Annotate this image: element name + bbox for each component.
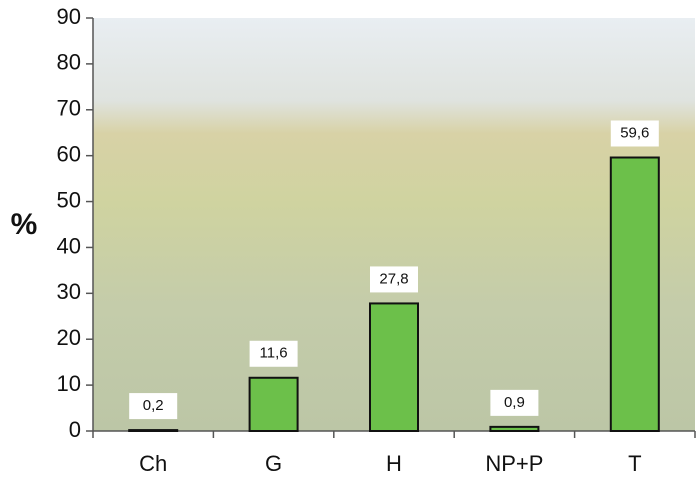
value-label-box	[370, 266, 418, 293]
value-label: 27,8	[379, 270, 408, 287]
x-tick-label: NP+P	[485, 451, 543, 476]
y-tick-label: 30	[57, 279, 81, 304]
y-tick-label: 80	[57, 50, 81, 75]
value-label: 59,6	[620, 124, 649, 141]
bar	[128, 429, 179, 432]
value-label: 0,9	[504, 394, 525, 411]
y-tick-label: 10	[57, 371, 81, 396]
value-label: 0,2	[143, 397, 164, 414]
y-tick-label: 0	[69, 417, 81, 442]
bar	[248, 376, 299, 432]
x-tick-label: G	[265, 451, 282, 476]
bar	[489, 425, 540, 432]
y-tick-label: 60	[57, 141, 81, 166]
y-tick-label: 90	[57, 4, 81, 29]
bar	[609, 156, 660, 432]
value-label-box	[129, 393, 178, 420]
value-label-box	[610, 120, 659, 147]
x-tick-label: H	[386, 451, 402, 476]
value-label-box	[490, 389, 539, 416]
value-label-box	[249, 340, 298, 367]
y-tick-label: 70	[57, 96, 81, 121]
x-tick-label: Ch	[139, 451, 167, 476]
x-tick-label: T	[628, 451, 641, 476]
value-label: 11,6	[260, 345, 288, 362]
y-tick-label: 40	[57, 233, 81, 258]
bar	[369, 302, 419, 433]
y-tick-label: 20	[57, 325, 81, 350]
y-tick-label: 50	[57, 187, 81, 212]
y-axis-label: %	[11, 208, 38, 241]
